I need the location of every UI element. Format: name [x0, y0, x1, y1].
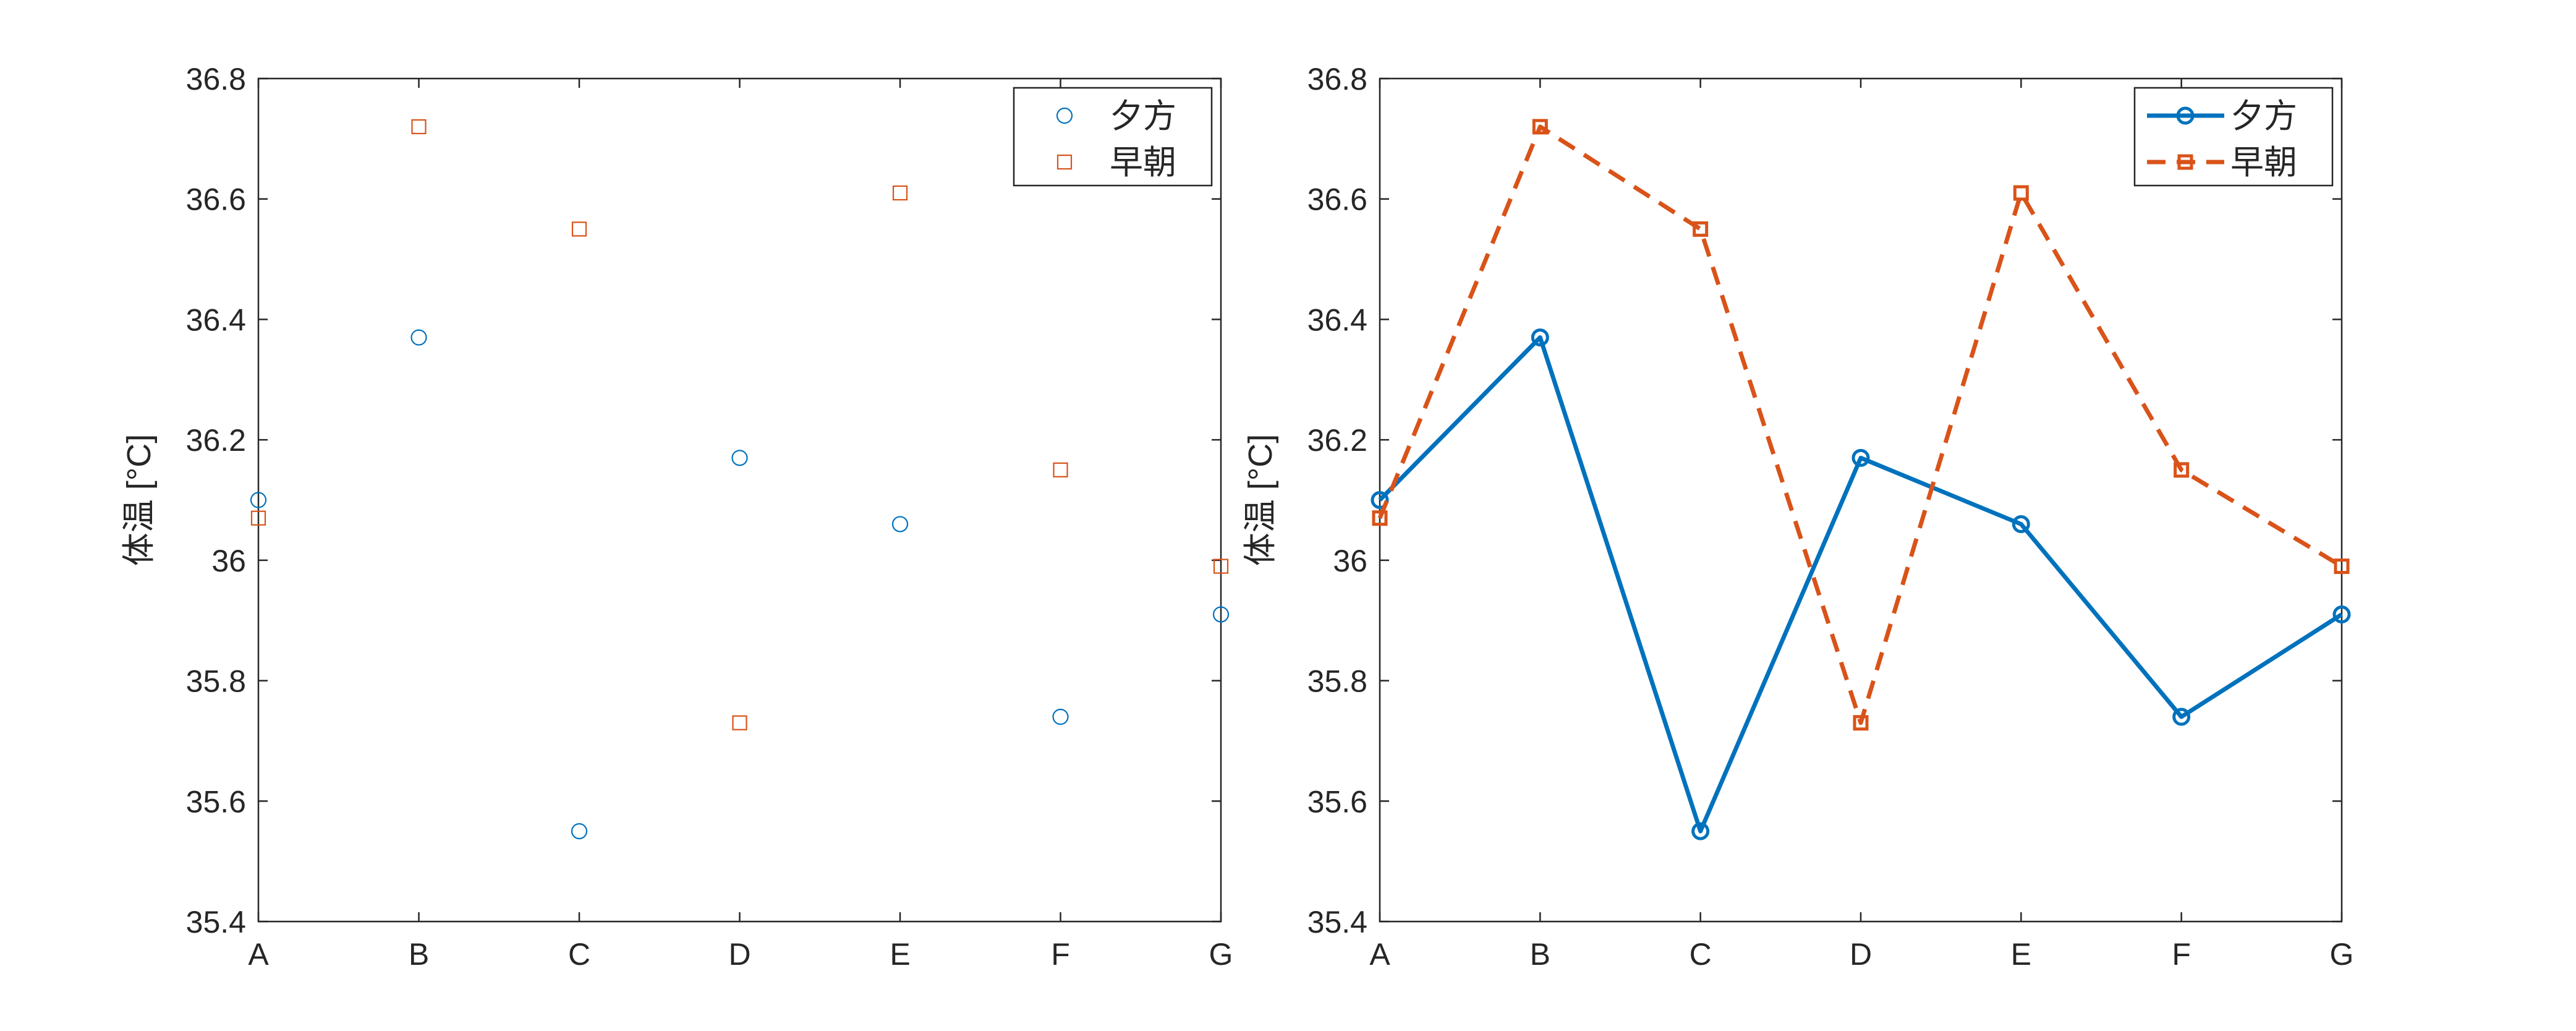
- data-point-G: [1212, 606, 1230, 623]
- y-tick-label: 36.2: [186, 423, 246, 458]
- data-point-C: [1693, 221, 1709, 237]
- data-point-C: [571, 823, 588, 840]
- data-point-G: [2334, 558, 2350, 575]
- data-point-D: [732, 715, 747, 730]
- y-tick-label: 35.4: [1307, 905, 1367, 939]
- y-tick-label: 36.4: [186, 302, 246, 337]
- y-tick-label: 36: [1333, 544, 1367, 578]
- series-line: [1377, 124, 2343, 725]
- series-早朝: [250, 119, 1229, 730]
- y-tick-label: 36.4: [1307, 302, 1367, 337]
- data-point-F: [2172, 708, 2191, 726]
- series-line: [1378, 335, 2343, 834]
- x-tick-label: G: [1209, 937, 1233, 972]
- y-tick-label: 35.6: [1307, 784, 1367, 819]
- data-point-B: [410, 329, 427, 346]
- legend-marker: [1056, 107, 1073, 124]
- legend-box: [1013, 87, 1213, 187]
- legend-marker: [1056, 154, 1073, 170]
- x-tick-label: C: [568, 937, 590, 972]
- x-tick-label: A: [248, 937, 269, 972]
- data-point-A: [1372, 510, 1388, 526]
- y-tick-label: 36: [211, 544, 246, 578]
- legend-label: 早朝: [1110, 144, 1176, 181]
- x-tick-label: F: [2172, 937, 2191, 972]
- data-point-A: [250, 492, 267, 508]
- data-point-D: [1853, 715, 1869, 731]
- data-point-B: [411, 119, 427, 134]
- legend-box: [2133, 87, 2334, 187]
- y-tick-label: 36.6: [1307, 182, 1367, 217]
- y-tick-label: 35.4: [186, 905, 246, 939]
- y-tick-label: 36.8: [186, 62, 246, 96]
- y-tick-label: 36.2: [1307, 423, 1367, 458]
- data-point-C: [1691, 822, 1710, 841]
- y-tick-label: 36.6: [186, 182, 246, 217]
- data-point-F: [1052, 708, 1069, 725]
- data-point-E: [2013, 185, 2029, 201]
- series-夕方: [1371, 328, 2351, 841]
- x-tick-label: E: [2011, 937, 2031, 972]
- left-panel-scatter: 35.4 35.6 35.8 36 36.2 36.4 36.6 36.8 A B C D E F G 体温 …: [121, 62, 1233, 972]
- x-tick-label: B: [409, 937, 429, 972]
- y-tick-label: 36.8: [1307, 62, 1367, 96]
- series-夕方: [250, 329, 1230, 840]
- data-point-E: [891, 516, 909, 533]
- data-point-B: [1532, 119, 1548, 135]
- data-point-E: [892, 185, 908, 201]
- x-tick-label: C: [1690, 937, 1712, 972]
- x-tick-label: D: [728, 937, 750, 972]
- data-point-B: [1531, 328, 1549, 347]
- x-tick-label: E: [890, 937, 910, 972]
- data-point-D: [731, 450, 748, 466]
- data-point-D: [1851, 448, 1870, 467]
- x-tick-label: G: [2330, 937, 2354, 972]
- y-tick-label: 35.6: [186, 784, 246, 819]
- legend-label: 早朝: [2230, 144, 2297, 181]
- data-point-E: [2012, 515, 2030, 533]
- x-tick-label: A: [1369, 937, 1390, 972]
- y-tick-label: 35.8: [1307, 664, 1367, 699]
- y-tick-label: 35.8: [186, 664, 246, 699]
- legend-label: 夕方: [2230, 98, 2297, 135]
- data-point-A: [1371, 491, 1389, 509]
- legend-label: 夕方: [1110, 98, 1176, 135]
- data-point-G: [1213, 558, 1229, 574]
- x-tick-label: F: [1051, 937, 1070, 972]
- x-tick-label: B: [1530, 937, 1550, 972]
- y-axis-label: 体温 [°C]: [1242, 434, 1279, 567]
- legend-marker: [2177, 154, 2193, 170]
- legend-marker: [2176, 106, 2195, 125]
- x-tick-label: D: [1850, 937, 1872, 972]
- data-point-F: [1053, 462, 1068, 477]
- y-axis-label: 体温 [°C]: [121, 434, 158, 567]
- data-point-A: [250, 510, 266, 526]
- data-point-G: [2332, 605, 2351, 623]
- plot-area: [1379, 77, 2343, 923]
- right-panel-line: 35.4 35.6 35.8 36 36.2 36.4 36.6 36.8 A B C D E F G 体温 …: [1242, 62, 2353, 972]
- plot-area: [257, 77, 1222, 923]
- series-早朝: [1372, 119, 2350, 731]
- data-point-F: [2174, 462, 2190, 478]
- data-point-C: [571, 221, 587, 237]
